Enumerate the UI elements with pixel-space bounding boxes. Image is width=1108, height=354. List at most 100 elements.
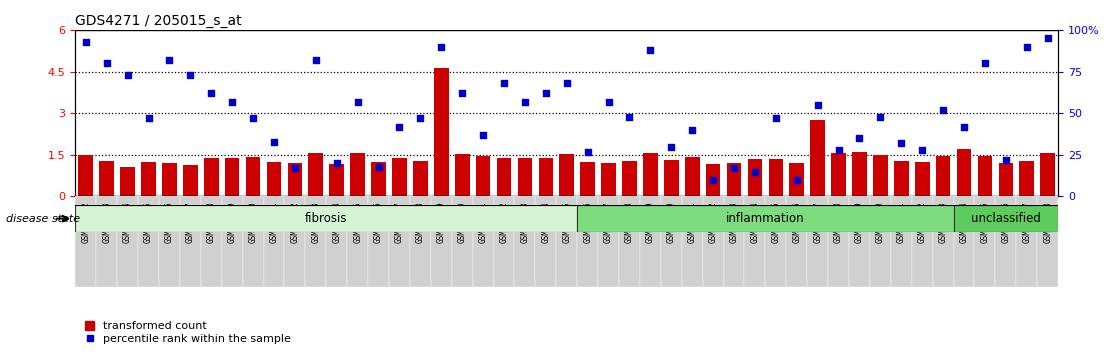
- Text: GSM380428: GSM380428: [1044, 201, 1053, 242]
- Bar: [810, 120, 825, 196]
- Bar: [1037, 196, 1058, 287]
- Point: [997, 157, 1015, 163]
- Bar: [371, 162, 386, 196]
- Text: GSM380418: GSM380418: [834, 201, 843, 242]
- Bar: [681, 196, 702, 287]
- Bar: [306, 196, 326, 287]
- Text: GSM380403: GSM380403: [521, 201, 530, 242]
- Bar: [769, 159, 783, 196]
- Bar: [766, 196, 787, 287]
- Bar: [748, 159, 762, 196]
- Bar: [891, 196, 912, 287]
- Point: [411, 115, 429, 121]
- Bar: [347, 196, 368, 287]
- Text: GSM380412: GSM380412: [709, 201, 718, 242]
- Point: [370, 164, 388, 169]
- Bar: [392, 159, 407, 196]
- Bar: [915, 162, 930, 196]
- Bar: [455, 154, 470, 196]
- Point: [98, 61, 115, 66]
- Point: [453, 91, 471, 96]
- Bar: [158, 196, 179, 287]
- Point: [286, 165, 304, 171]
- Bar: [285, 196, 306, 287]
- Bar: [138, 196, 158, 287]
- Bar: [1040, 154, 1055, 196]
- Text: GSM380407: GSM380407: [604, 201, 613, 242]
- Text: GSM380401: GSM380401: [479, 201, 488, 242]
- Point: [432, 44, 450, 50]
- Point: [788, 177, 806, 183]
- Text: GSM380417: GSM380417: [813, 201, 822, 242]
- Text: GSM380382: GSM380382: [81, 201, 90, 242]
- Text: GSM380398: GSM380398: [416, 201, 424, 242]
- Text: GSM380389: GSM380389: [227, 201, 237, 242]
- Point: [892, 141, 910, 146]
- Bar: [162, 162, 177, 196]
- Bar: [727, 162, 741, 196]
- Bar: [724, 196, 745, 287]
- Bar: [598, 196, 619, 287]
- Text: fibrosis: fibrosis: [305, 212, 348, 225]
- Text: GSM380420: GSM380420: [876, 201, 885, 242]
- Point: [934, 107, 952, 113]
- Bar: [79, 155, 93, 196]
- Bar: [243, 196, 264, 287]
- Bar: [789, 163, 804, 196]
- Bar: [560, 154, 574, 196]
- Bar: [660, 196, 681, 287]
- Text: GSM380424: GSM380424: [960, 201, 968, 242]
- Bar: [473, 196, 493, 287]
- Bar: [977, 156, 993, 196]
- Point: [1018, 44, 1036, 50]
- Bar: [329, 164, 345, 196]
- Text: GSM380396: GSM380396: [375, 201, 383, 242]
- Bar: [577, 205, 954, 232]
- Text: GSM380405: GSM380405: [562, 201, 572, 242]
- Bar: [873, 155, 888, 196]
- Point: [976, 61, 994, 66]
- Bar: [75, 196, 96, 287]
- Bar: [975, 196, 995, 287]
- Bar: [619, 196, 640, 287]
- Point: [161, 57, 178, 63]
- Bar: [452, 196, 473, 287]
- Bar: [100, 161, 114, 196]
- Text: GDS4271 / 205015_s_at: GDS4271 / 205015_s_at: [75, 14, 242, 28]
- Bar: [870, 196, 891, 287]
- Bar: [702, 196, 724, 287]
- Text: GSM380422: GSM380422: [917, 201, 926, 242]
- Bar: [535, 196, 556, 287]
- Bar: [225, 159, 239, 196]
- Text: GSM380426: GSM380426: [1002, 201, 1010, 242]
- Legend: transformed count, percentile rank within the sample: transformed count, percentile rank withi…: [81, 316, 296, 348]
- Bar: [514, 196, 535, 287]
- Text: GSM380419: GSM380419: [855, 201, 864, 242]
- Text: GSM380397: GSM380397: [394, 201, 404, 242]
- Bar: [995, 196, 1016, 287]
- Point: [578, 149, 596, 154]
- Bar: [954, 205, 1058, 232]
- Text: GSM380409: GSM380409: [646, 201, 655, 242]
- Bar: [517, 158, 532, 196]
- Point: [537, 91, 555, 96]
- Bar: [201, 196, 222, 287]
- Point: [620, 114, 638, 119]
- Bar: [493, 196, 514, 287]
- Text: GSM380423: GSM380423: [938, 201, 947, 242]
- Bar: [849, 196, 870, 287]
- Point: [307, 57, 325, 63]
- Text: unclassified: unclassified: [971, 212, 1040, 225]
- Bar: [933, 196, 954, 287]
- Text: GSM380399: GSM380399: [437, 201, 445, 242]
- Text: GSM380390: GSM380390: [248, 201, 257, 242]
- Bar: [410, 196, 431, 287]
- Point: [767, 115, 784, 121]
- Bar: [179, 196, 201, 287]
- Point: [265, 139, 283, 144]
- Bar: [121, 167, 135, 196]
- Text: GSM380400: GSM380400: [458, 201, 466, 242]
- Bar: [204, 158, 218, 196]
- Bar: [496, 158, 511, 196]
- Point: [328, 160, 346, 166]
